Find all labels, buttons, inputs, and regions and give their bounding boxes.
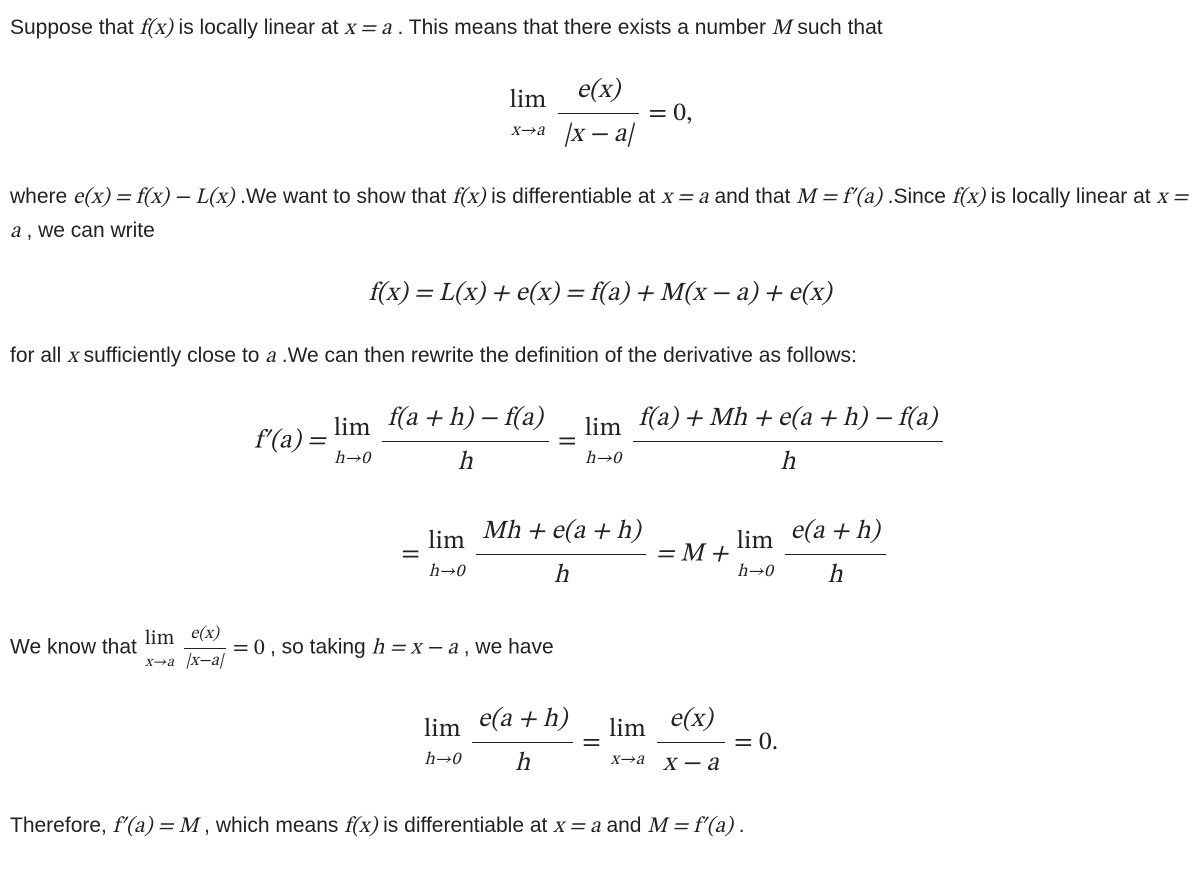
text: where xyxy=(10,185,73,208)
paragraph-3: for all x sufficiently close to a .We ca… xyxy=(10,340,1190,374)
math-inline: f(x) xyxy=(344,816,377,838)
fraction: Mh + e(a + h) h xyxy=(476,513,646,596)
fraction: f(a) + Mh + e(a + h) − f(a) h xyxy=(633,400,943,483)
math-inline: e(x) = f(x) − L(x) xyxy=(73,187,234,209)
text: , we have xyxy=(464,636,554,659)
math-inline: f′(a) = M xyxy=(113,816,199,838)
lim: lim h→0 xyxy=(428,523,465,587)
lim: lim h→0 xyxy=(424,711,461,775)
lim: lim x→a xyxy=(145,623,175,675)
math-inline: x = a xyxy=(661,187,708,209)
equation-2: f(x) = L(x) + e(x) = f(a) + M(x − a) + e… xyxy=(10,275,1190,314)
text: We know that xyxy=(10,636,143,659)
text: is differentiable at xyxy=(491,185,661,208)
math-inline: x = a xyxy=(344,18,391,40)
text: .We can then rewrite the definition of t… xyxy=(282,344,857,367)
text: , so taking xyxy=(270,636,372,659)
text: sufficiently close to xyxy=(84,344,266,367)
fraction: e(a + h) h xyxy=(785,513,886,596)
math-inline: a xyxy=(265,346,276,368)
math-inline: f(x) xyxy=(452,187,485,209)
text: such that xyxy=(797,16,882,39)
fraction: e(x) |x − a| xyxy=(558,72,640,155)
math-inline: f(x) xyxy=(952,187,985,209)
math-inline: M xyxy=(772,18,792,40)
fraction: e(a + h) h xyxy=(472,701,573,784)
text: , which means xyxy=(204,814,344,837)
text: is locally linear at xyxy=(991,185,1157,208)
lhs: f′(a) = xyxy=(254,429,332,455)
text: .Since xyxy=(888,185,952,208)
equation-1: lim x→a e(x) |x − a| = 0, xyxy=(10,72,1190,155)
text: .We want to show that xyxy=(240,185,452,208)
text: and xyxy=(606,814,647,837)
lim: lim x→a xyxy=(609,711,646,775)
lim: lim h→0 xyxy=(585,410,622,474)
text: is locally linear at xyxy=(179,16,345,39)
fraction: e(x) x − a xyxy=(657,701,725,784)
equation-4: lim h→0 e(a + h) h = lim x→a e(x) x − a … xyxy=(10,701,1190,784)
paragraph-2: where e(x) = f(x) − L(x) .We want to sho… xyxy=(10,181,1190,249)
text: is differentiable at xyxy=(383,814,553,837)
fraction: e(x) |x−a| xyxy=(184,622,226,675)
text: . This means that there exists a number xyxy=(398,16,772,39)
text: , we can write xyxy=(26,219,154,242)
paragraph-5: Therefore, f′(a) = M , which means f(x) … xyxy=(10,810,1190,844)
lim: lim h→0 xyxy=(334,410,371,474)
text: for all xyxy=(10,344,67,367)
fraction: f(a + h) − f(a) h xyxy=(382,400,549,483)
text: Suppose that xyxy=(10,16,140,39)
math-inline: x = a xyxy=(553,816,600,838)
math-inline: x xyxy=(67,346,78,368)
paragraph-1: Suppose that f(x) is locally linear at x… xyxy=(10,12,1190,46)
text: . xyxy=(739,814,745,837)
math-inline: f(x) xyxy=(140,18,173,40)
text: Therefore, xyxy=(10,814,113,837)
lim: lim h→0 xyxy=(737,523,774,587)
math-inline: M = f′(a) xyxy=(647,816,733,838)
math-inline: h = x − a xyxy=(372,638,458,660)
rhs: = 0, xyxy=(648,101,692,127)
paragraph-4: We know that lim x→a e(x) |x−a| = 0 , so… xyxy=(10,622,1190,675)
math-inline: M = f′(a) xyxy=(796,187,882,209)
text: and that xyxy=(714,185,796,208)
lim: lim x→a xyxy=(509,82,546,146)
equation-3: f′(a) = lim h→0 f(a + h) − f(a) h = lim … xyxy=(10,400,1190,596)
